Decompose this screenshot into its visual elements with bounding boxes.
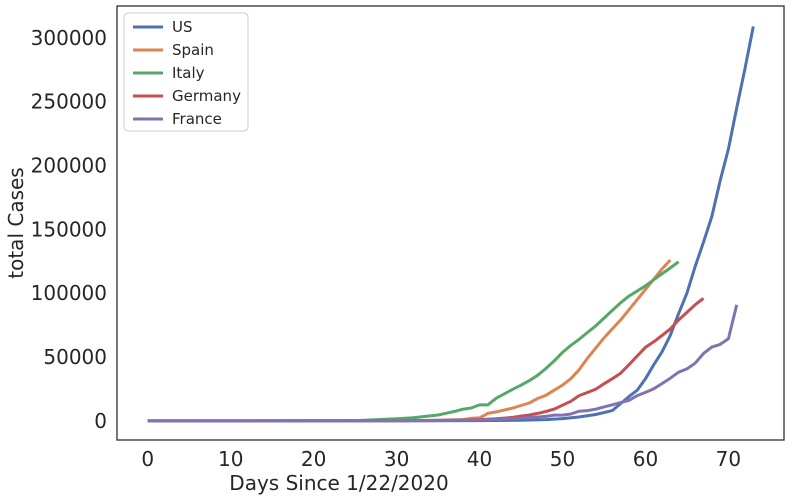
legend-label-spain: Spain xyxy=(172,41,214,59)
x-tick-label: 20 xyxy=(301,447,326,471)
y-tick-label: 200000 xyxy=(31,154,107,178)
series-line-france xyxy=(147,304,739,423)
legend-box xyxy=(123,12,249,132)
y-tick-label: 50000 xyxy=(43,345,107,369)
y-axis-label: total Cases xyxy=(4,167,28,278)
x-tick-label: 0 xyxy=(141,447,154,471)
y-tick-label: 300000 xyxy=(31,26,107,50)
legend-label-germany: Germany xyxy=(172,87,241,105)
legend-label-france: France xyxy=(172,110,222,128)
x-tick-label: 40 xyxy=(467,447,492,471)
x-tick-labels: 0 10 20 30 40 50 60 70 xyxy=(141,447,741,471)
y-tick-label: 250000 xyxy=(31,90,107,114)
legend: US Spain Italy Germany France xyxy=(123,12,249,132)
series-layer xyxy=(147,26,755,423)
x-axis-label: Days Since 1/22/2020 xyxy=(229,471,448,495)
y-tick-label: 100000 xyxy=(31,281,107,305)
series-line-spain xyxy=(147,258,672,423)
legend-label-italy: Italy xyxy=(172,64,205,82)
plot-frame xyxy=(116,5,785,441)
series-line-italy xyxy=(147,260,680,423)
y-tick-label: 150000 xyxy=(31,217,107,241)
legend-label-us: US xyxy=(172,18,193,36)
y-tick-label: 0 xyxy=(94,409,107,433)
x-tick-label: 30 xyxy=(384,447,409,471)
y-tick-labels: 0 50000 100000 150000 200000 250000 300000 xyxy=(31,26,107,433)
legend-items: US Spain Italy Germany France xyxy=(133,18,241,128)
x-tick-label: 10 xyxy=(218,447,243,471)
x-tick-label: 70 xyxy=(716,447,741,471)
x-tick-label: 50 xyxy=(550,447,575,471)
x-tick-label: 60 xyxy=(633,447,658,471)
